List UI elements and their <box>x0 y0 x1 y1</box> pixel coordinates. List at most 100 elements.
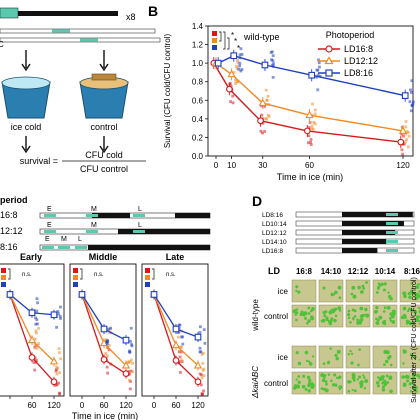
replicate-point <box>272 62 275 65</box>
photoperiod-bars: 16:8 12:12 8:16 E M L E M L E M L <box>0 206 211 252</box>
colony <box>413 385 418 390</box>
replicate-point <box>34 316 37 320</box>
replicate-point <box>236 80 240 84</box>
marker-e: E <box>45 236 50 243</box>
data-point <box>172 325 180 333</box>
replicate-point <box>309 140 312 144</box>
colony <box>357 285 361 290</box>
replicate-point <box>238 64 241 68</box>
colony <box>384 383 387 386</box>
colony <box>347 389 351 393</box>
colony <box>403 383 407 387</box>
replicate-point <box>315 75 319 79</box>
strain-bar-teal <box>0 7 19 19</box>
data-point <box>401 92 409 99</box>
panel-b-plot: 0.0 0.2 0.4 0.6 0.8 1.0 1.2 1.4 0 10 30 60 120 <box>192 22 415 170</box>
colony <box>364 313 367 316</box>
data-point <box>150 291 158 298</box>
replicate-point <box>56 310 60 313</box>
colony <box>307 319 311 323</box>
replicate-point <box>234 78 237 82</box>
marker-l: L <box>138 222 142 229</box>
colony <box>402 306 407 311</box>
sig-marker-ld16 <box>1 268 6 273</box>
replicate-point <box>58 314 62 318</box>
colony <box>409 308 413 312</box>
x-tick-label: 120 <box>396 161 410 170</box>
replicate-point <box>109 326 113 330</box>
ns-label: n.s. <box>94 272 104 278</box>
replicate-point <box>202 389 205 393</box>
colony <box>310 309 314 312</box>
replicate-point <box>406 131 410 134</box>
sig-marker-ld16 <box>73 268 78 273</box>
down-arrow-icon <box>21 136 31 154</box>
replicate-point <box>407 145 410 149</box>
colony <box>386 381 390 384</box>
colony <box>356 318 359 322</box>
x-tick-label: 60 <box>100 401 109 410</box>
sig-marker-ld12 <box>1 275 6 280</box>
tube-rack-icon <box>91 73 117 81</box>
plate-cell <box>345 345 371 369</box>
sig-bracket <box>80 268 83 280</box>
down-arrow-icon <box>99 50 109 72</box>
dark-phase <box>342 230 396 235</box>
replicate-point <box>313 108 317 112</box>
x-tick-label: 10 <box>227 161 236 170</box>
subpanel-early: Early n.s. 60 120 <box>0 252 65 410</box>
colony <box>323 374 327 377</box>
x-tick-label: 120 <box>47 401 61 410</box>
colony <box>364 379 369 383</box>
colony <box>331 310 335 314</box>
panel-d: D LD8:16 LD10:14 LD12:12 LD14:10 LD16:8 LD 1… <box>251 193 420 403</box>
colony <box>382 375 385 378</box>
ld-label: LD <box>268 266 280 276</box>
data-point <box>230 52 238 60</box>
colony <box>363 376 366 379</box>
replicate-point <box>318 74 322 78</box>
replicate-point <box>34 322 38 326</box>
legend-ld16: LD16:8 <box>318 44 373 54</box>
colony <box>320 387 324 391</box>
colony <box>312 355 315 358</box>
replicate-point <box>307 134 311 138</box>
replicate-point <box>261 131 264 135</box>
light-cycle-bars: LD8:16 LD10:14 LD12:12 LD14:10 LD16:8 <box>262 211 415 255</box>
data-point <box>122 336 130 344</box>
replicate-point <box>59 317 62 320</box>
colony <box>358 348 362 352</box>
plate-background <box>372 345 398 369</box>
colony <box>356 378 359 381</box>
colony <box>301 384 306 389</box>
colony <box>410 282 413 285</box>
ns-label: n.s. <box>22 272 32 278</box>
colony <box>375 305 379 310</box>
replicate-point <box>176 335 180 339</box>
sig-star: * <box>237 44 240 53</box>
colony <box>389 363 393 367</box>
colony <box>392 311 396 316</box>
colony <box>413 292 416 295</box>
colony <box>384 359 389 364</box>
colony <box>376 376 380 379</box>
legend-square-icon <box>325 69 333 77</box>
replicate-point <box>307 126 311 129</box>
colony <box>381 385 385 389</box>
x-tick-label: 0 <box>214 161 219 170</box>
replicate-point <box>58 351 61 355</box>
marker-e: E <box>47 222 52 229</box>
data-point <box>193 360 203 369</box>
replicate-point <box>265 98 269 102</box>
marker-l: L <box>78 236 82 243</box>
replicate-point <box>58 391 61 395</box>
plate-grid: 16:8 14:10 12:12 10:14 8:16 ice control ice cont… <box>264 267 420 395</box>
replicate-point <box>202 374 206 377</box>
legend-label: LD8:16 <box>344 68 373 78</box>
y-tick-label: 1.0 <box>192 59 204 68</box>
replicate-point <box>231 94 235 98</box>
colony <box>328 321 333 326</box>
colony <box>352 378 356 382</box>
colony <box>299 312 303 317</box>
data-point <box>172 357 180 364</box>
